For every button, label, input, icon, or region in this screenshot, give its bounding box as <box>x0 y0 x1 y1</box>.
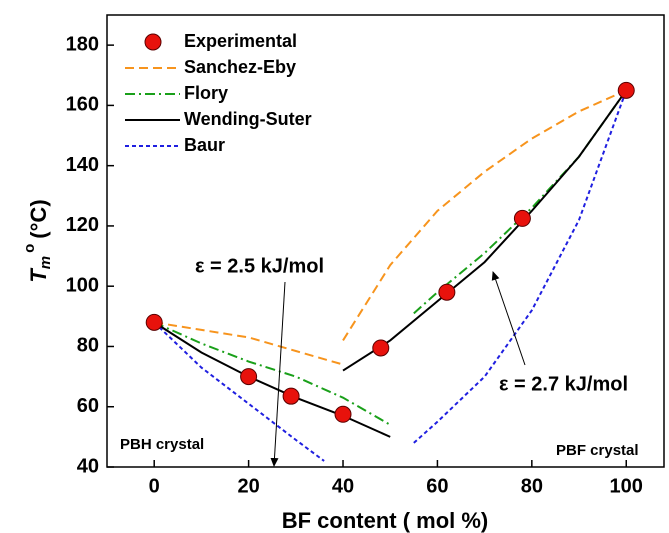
legend-marker <box>144 33 162 51</box>
annotation-arrow <box>491 271 526 366</box>
plot-area <box>153 89 628 462</box>
y-tick-label: 80 <box>77 335 99 357</box>
legend-label: Experimental <box>184 31 297 51</box>
x-tick-label: 80 <box>521 475 543 497</box>
line-series <box>154 89 627 366</box>
y-tick-label: 40 <box>77 455 99 477</box>
x-tick-label: 60 <box>426 475 448 497</box>
y-tick-label: 140 <box>66 154 99 176</box>
annotation: PBH crystal <box>120 436 204 453</box>
data-point <box>438 283 456 301</box>
y-label-base: T <box>26 268 51 283</box>
plot-frame <box>106 14 665 468</box>
legend-label: Baur <box>184 135 225 155</box>
y-tick-label: 160 <box>66 94 99 116</box>
y-tick-label: 100 <box>66 274 99 296</box>
annotation: PBF crystal <box>556 442 639 459</box>
line-series <box>153 89 628 462</box>
y-tick-label: 180 <box>66 33 99 55</box>
y-label-unit: (°C) <box>26 199 51 238</box>
line-series <box>153 89 628 438</box>
data-point <box>240 368 258 386</box>
data-point <box>617 81 635 99</box>
data-point <box>372 339 390 357</box>
y-tick-label: 120 <box>66 214 99 236</box>
annotation: ε = 2.7 kJ/mol <box>499 373 628 395</box>
x-tick-label: 20 <box>237 475 259 497</box>
x-tick-label: 100 <box>610 475 643 497</box>
y-axis-label: Tmo (°C) <box>21 199 54 282</box>
data-point <box>513 209 531 227</box>
legend-label: Sanchez-Eby <box>184 57 296 77</box>
legend-label: Flory <box>184 83 228 103</box>
data-point <box>282 387 300 405</box>
annotation: ε = 2.5 kJ/mol <box>195 255 324 277</box>
x-tick-label: 0 <box>149 475 160 497</box>
y-label-sup: o <box>21 244 38 253</box>
data-point <box>145 313 163 331</box>
legend-label: Wending-Suter <box>184 109 312 129</box>
x-tick-label: 40 <box>332 475 354 497</box>
y-label-sub: m <box>37 256 54 269</box>
y-tick-label: 60 <box>77 395 99 417</box>
data-point <box>334 405 352 423</box>
x-axis-label: BF content ( mol %) <box>282 508 489 533</box>
annotation-arrow <box>270 281 286 467</box>
